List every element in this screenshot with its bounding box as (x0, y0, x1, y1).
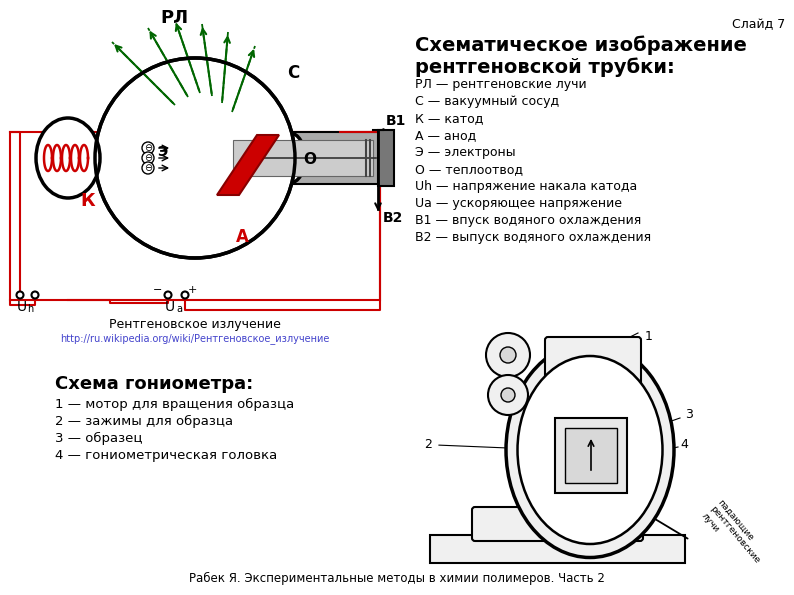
Text: Схема гониометра:: Схема гониометра: (55, 375, 253, 393)
FancyBboxPatch shape (378, 130, 394, 186)
Text: О — теплоотвод: О — теплоотвод (415, 163, 523, 176)
FancyBboxPatch shape (555, 418, 627, 493)
Text: −: − (153, 285, 163, 295)
Text: 1 — мотор для вращения образца: 1 — мотор для вращения образца (55, 398, 295, 411)
Text: +: + (187, 285, 197, 295)
Text: a: a (176, 304, 182, 314)
Text: 3 — образец: 3 — образец (55, 432, 142, 445)
Text: К — катод: К — катод (415, 112, 484, 125)
Text: рентгеновской трубки:: рентгеновской трубки: (415, 57, 675, 77)
Circle shape (95, 58, 295, 258)
Text: А: А (236, 228, 249, 246)
Ellipse shape (275, 133, 305, 183)
Text: А — анод: А — анод (415, 129, 476, 142)
Text: Э: Э (157, 145, 167, 159)
Text: К: К (81, 192, 95, 210)
Circle shape (501, 388, 515, 402)
Text: Рентгеновское излучение: Рентгеновское излучение (109, 318, 281, 331)
Circle shape (32, 292, 38, 299)
Text: ⊖: ⊖ (144, 143, 152, 153)
Text: РЛ: РЛ (160, 9, 188, 27)
FancyBboxPatch shape (565, 428, 617, 483)
Text: ⊖: ⊖ (144, 153, 152, 163)
Text: Uh — напряжение накала катода: Uh — напряжение накала катода (415, 180, 638, 193)
Text: С — вакуумный сосуд: С — вакуумный сосуд (415, 95, 559, 108)
FancyBboxPatch shape (472, 507, 643, 541)
Circle shape (182, 292, 188, 299)
Text: В2 — выпуск водяного охлаждения: В2 — выпуск водяного охлаждения (415, 231, 651, 244)
Text: U: U (17, 300, 27, 314)
Text: 4 — гониометрическая головка: 4 — гониометрическая головка (55, 449, 277, 462)
Circle shape (142, 162, 154, 174)
Text: Рабек Я. Экспериментальные методы в химии полимеров. Часть 2: Рабек Я. Экспериментальные методы в хими… (189, 572, 605, 585)
Text: Схематическое изображение: Схематическое изображение (415, 35, 747, 55)
FancyBboxPatch shape (233, 140, 373, 176)
Text: 4: 4 (680, 439, 688, 452)
Text: Ua — ускоряющее напряжение: Ua — ускоряющее напряжение (415, 197, 622, 210)
Text: http://ru.wikipedia.org/wiki/Рентгеновское_излучение: http://ru.wikipedia.org/wiki/Рентгеновск… (60, 333, 330, 344)
Polygon shape (535, 470, 645, 505)
Text: ⊖: ⊖ (144, 163, 152, 173)
Text: падающие
рентгеновские
лучи: падающие рентгеновские лучи (700, 498, 769, 572)
Circle shape (142, 152, 154, 164)
Circle shape (142, 142, 154, 154)
Circle shape (164, 292, 172, 299)
Text: 2 — зажимы для образца: 2 — зажимы для образца (55, 415, 233, 428)
Text: Э — электроны: Э — электроны (415, 146, 515, 159)
Text: h: h (27, 304, 33, 314)
Text: Слайд 7: Слайд 7 (732, 18, 785, 31)
FancyBboxPatch shape (430, 535, 685, 563)
Text: В1 — впуск водяного охлаждения: В1 — впуск водяного охлаждения (415, 214, 642, 227)
Circle shape (17, 292, 24, 299)
Ellipse shape (518, 356, 662, 544)
Text: С: С (287, 64, 299, 82)
Text: РЛ — рентгеновские лучи: РЛ — рентгеновские лучи (415, 78, 587, 91)
Ellipse shape (506, 343, 674, 558)
Circle shape (500, 347, 516, 363)
Text: В2: В2 (383, 211, 403, 225)
Ellipse shape (525, 493, 655, 518)
Circle shape (488, 375, 528, 415)
FancyBboxPatch shape (230, 132, 390, 184)
Text: 2: 2 (424, 439, 432, 452)
Ellipse shape (36, 118, 100, 198)
Polygon shape (217, 135, 279, 195)
Text: 1: 1 (645, 330, 653, 343)
FancyBboxPatch shape (545, 337, 641, 423)
Text: О: О (303, 152, 317, 168)
Circle shape (486, 333, 530, 377)
Text: 3: 3 (685, 409, 693, 421)
Text: U: U (165, 300, 175, 314)
Text: В1: В1 (386, 114, 407, 128)
